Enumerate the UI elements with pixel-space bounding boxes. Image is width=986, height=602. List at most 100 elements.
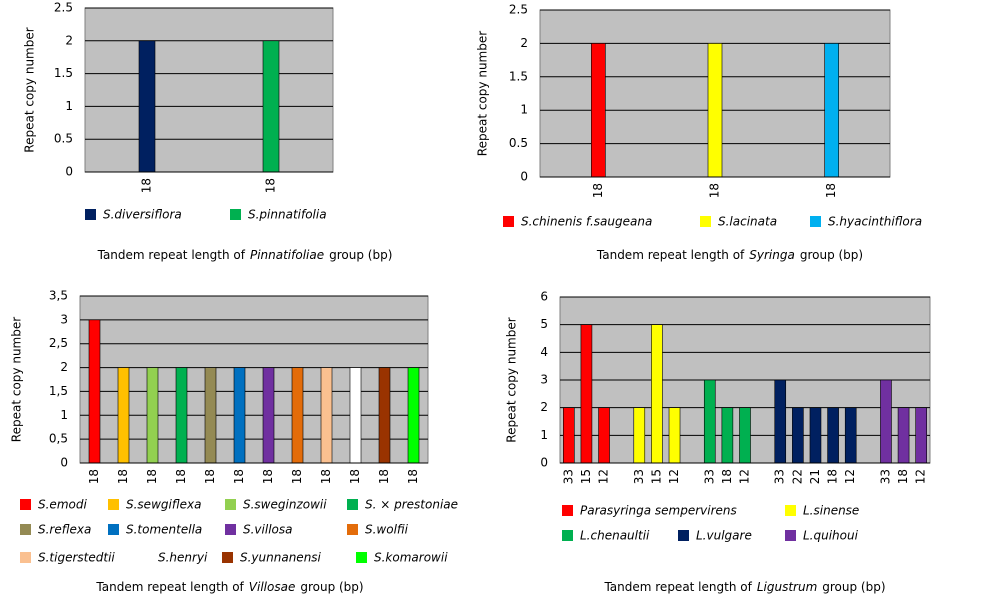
x-tick-label: 21 xyxy=(808,469,822,484)
legend-label: S.villosa xyxy=(243,523,292,537)
x-title-suffix: group (bp) xyxy=(800,248,863,262)
legend-label: S.hyacinthiflora xyxy=(828,215,922,229)
x-tick-label: 12 xyxy=(597,469,611,484)
bar xyxy=(291,367,304,464)
bar xyxy=(827,407,839,464)
x-tick-label: 18 xyxy=(708,183,722,198)
legend-label: S.sewgiflexa xyxy=(126,498,201,512)
y-tick-label: 2 xyxy=(520,36,528,50)
y-tick-label: 0,5 xyxy=(49,432,68,446)
legend-label: S.reflexa xyxy=(38,523,91,537)
bar xyxy=(668,407,681,464)
y-tick-label: 1.5 xyxy=(54,66,73,80)
x-tick-label: 18 xyxy=(140,178,154,193)
legend-swatch xyxy=(785,505,796,516)
bar xyxy=(175,367,188,464)
y-tick-label: 0.5 xyxy=(509,136,528,150)
legend-label: L.vulgare xyxy=(696,529,752,543)
x-tick-label: 33 xyxy=(773,469,787,484)
legend-label: S.tigerstedtii xyxy=(38,551,115,565)
bar xyxy=(633,407,646,464)
x-axis-title: Tandem repeat length of Pinnatifoliae grou… xyxy=(97,248,393,262)
x-axis-title: Tandem repeat length of Ligustrum group (b… xyxy=(603,580,885,594)
x-tick-label: 18 xyxy=(406,469,420,484)
legend-label: S. × prestoniae xyxy=(365,498,458,512)
x-tick-label: 18 xyxy=(348,469,362,484)
y-tick-label: 1 xyxy=(520,103,528,117)
bar xyxy=(563,407,575,464)
bar xyxy=(897,407,910,464)
bar xyxy=(138,40,156,173)
bar xyxy=(233,367,246,464)
x-title-prefix: Tandem repeat length of xyxy=(95,580,244,594)
legend-swatch xyxy=(225,499,236,510)
y-tick-label: 1 xyxy=(540,428,548,442)
x-title-prefix: Tandem repeat length of xyxy=(97,248,246,262)
x-title-suffix: group (bp) xyxy=(329,248,392,262)
y-tick-label: 1,5 xyxy=(49,384,68,398)
x-tick-label: 12 xyxy=(843,469,857,484)
x-tick-label: 12 xyxy=(738,469,752,484)
x-tick-label: 18 xyxy=(824,183,838,198)
legend-swatch xyxy=(810,216,821,227)
x-title-italic: Ligustrum xyxy=(757,580,817,594)
y-tick-label: 2.5 xyxy=(54,1,73,15)
bar xyxy=(349,367,362,464)
y-tick-label: 6 xyxy=(540,290,548,304)
y-axis-title: Repeat copy number xyxy=(505,317,519,442)
legend-label: S.wolfii xyxy=(365,523,409,537)
plot-area xyxy=(84,7,334,173)
x-title-prefix: Tandem repeat length of xyxy=(596,248,745,262)
x-tick-label: 18 xyxy=(591,183,605,198)
legend-label: S.diversiflora xyxy=(103,208,182,222)
legend-swatch xyxy=(678,530,689,541)
bar xyxy=(721,407,734,464)
x-tick-label: 18 xyxy=(261,469,275,484)
legend-label: S.lacinata xyxy=(718,215,777,229)
legend-label: L.sinense xyxy=(803,504,859,518)
bar xyxy=(378,367,391,464)
legend-swatch xyxy=(562,505,573,516)
y-tick-label: 3 xyxy=(60,312,68,326)
x-tick-label: 18 xyxy=(174,469,188,484)
x-tick-label: 15 xyxy=(649,469,663,484)
y-tick-label: 3 xyxy=(540,373,548,387)
legend-swatch xyxy=(20,499,31,510)
x-title-italic: Pinnatifoliae xyxy=(250,248,324,262)
legend-swatch xyxy=(20,524,31,535)
x-tick-label: 18 xyxy=(232,469,246,484)
x-tick-label: 18 xyxy=(264,178,278,193)
plot-area xyxy=(79,295,429,464)
bar xyxy=(739,407,751,464)
legend-swatch xyxy=(85,209,96,220)
bar xyxy=(320,367,333,464)
legend-swatch xyxy=(785,530,796,541)
x-title-prefix: Tandem repeat length of xyxy=(603,580,752,594)
legend-label: S.chinenis f.saugeana xyxy=(521,215,652,229)
y-axis-title: Repeat copy number xyxy=(23,27,37,152)
y-tick-label: 1 xyxy=(60,408,68,422)
y-axis-title: Repeat copy number xyxy=(10,317,24,442)
x-tick-label: 18 xyxy=(377,469,391,484)
bar xyxy=(774,379,787,464)
legend-label: L.chenaultii xyxy=(580,529,650,543)
x-tick-label: 12 xyxy=(914,469,928,484)
y-tick-label: 2.5 xyxy=(509,3,528,17)
legend-label: S.yunnanensi xyxy=(240,551,322,565)
bar xyxy=(117,367,130,464)
y-tick-label: 3,5 xyxy=(49,289,68,303)
x-tick-label: 18 xyxy=(720,469,734,484)
bar xyxy=(262,40,280,173)
y-tick-label: 2,5 xyxy=(49,336,68,350)
legend-swatch xyxy=(108,499,119,510)
y-tick-label: 5 xyxy=(540,317,548,331)
legend-label: S.sweginzowii xyxy=(243,498,327,512)
legend-label: S.emodi xyxy=(38,498,87,512)
bar xyxy=(707,43,723,178)
bar xyxy=(792,407,804,464)
y-tick-label: 0 xyxy=(520,170,528,184)
bar xyxy=(880,379,892,464)
x-tick-label: 18 xyxy=(896,469,910,484)
x-title-suffix: group (bp) xyxy=(822,580,885,594)
x-tick-label: 18 xyxy=(826,469,840,484)
